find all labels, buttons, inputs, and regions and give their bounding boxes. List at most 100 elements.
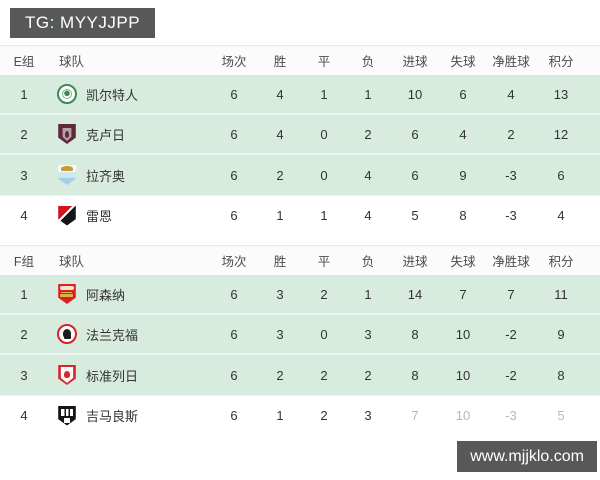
stat-goals-against: 10 bbox=[455, 408, 471, 423]
stat-goals-against: 10 bbox=[455, 367, 471, 383]
stat-win: 1 bbox=[276, 408, 284, 423]
table-row-guimaraes[interactable]: 4 吉马良斯 6 1 2 3 7 10 -3 5 bbox=[0, 395, 600, 435]
col-goal-diff: 净胜球 bbox=[492, 55, 530, 69]
stat-goal-diff: -3 bbox=[505, 167, 517, 183]
arsenal-crest-icon bbox=[58, 284, 76, 304]
stat-points: 11 bbox=[554, 286, 568, 302]
stat-win: 4 bbox=[276, 126, 284, 142]
col-win: 胜 bbox=[273, 255, 287, 269]
col-team: 球队 bbox=[59, 55, 85, 69]
stat-goals-for: 7 bbox=[411, 408, 419, 423]
website-watermark-badge: www.mjjklo.com bbox=[457, 441, 597, 472]
group-e-label: E组 bbox=[13, 55, 35, 69]
col-draw: 平 bbox=[317, 55, 331, 69]
stat-goal-diff: -3 bbox=[505, 408, 517, 423]
table-row-cluj[interactable]: 2 克卢日 6 4 0 2 6 4 2 12 bbox=[0, 115, 600, 155]
stat-goals-against: 8 bbox=[459, 208, 467, 223]
stat-loss: 1 bbox=[364, 86, 372, 102]
group-f-header-row: F组 球队 场次 胜 平 负 进球 失球 净胜球 积分 bbox=[0, 245, 600, 275]
stat-points: 6 bbox=[557, 167, 565, 183]
col-goals-against: 失球 bbox=[450, 255, 476, 269]
stat-loss: 1 bbox=[364, 286, 372, 302]
stat-win: 3 bbox=[276, 286, 284, 302]
stat-goals-for: 10 bbox=[407, 86, 423, 102]
stat-goals-for: 8 bbox=[411, 326, 419, 342]
stat-points: 12 bbox=[553, 126, 569, 142]
stat-draw: 2 bbox=[320, 408, 328, 423]
stat-draw: 1 bbox=[320, 86, 328, 102]
tg-handle-badge: TG: MYYJJPP bbox=[10, 8, 156, 38]
table-row-lazio[interactable]: 3 拉齐奥 6 2 0 4 6 9 -3 6 bbox=[0, 155, 600, 195]
stat-goal-diff: -3 bbox=[505, 208, 517, 223]
stat-points: 13 bbox=[553, 86, 569, 102]
stat-loss: 2 bbox=[364, 367, 372, 383]
table-row-celtic[interactable]: 1 凯尔特人 6 4 1 1 10 6 4 13 bbox=[0, 75, 600, 115]
stat-goals-against: 4 bbox=[459, 126, 467, 142]
group-tables: E组 球队 场次 胜 平 负 进球 失球 净胜球 积分 1 凯尔特人 6 4 1 bbox=[0, 45, 600, 435]
stat-win: 2 bbox=[276, 367, 284, 383]
stat-goals-for: 6 bbox=[411, 167, 419, 183]
team-name: 雷恩 bbox=[86, 209, 113, 224]
col-points: 积分 bbox=[548, 55, 574, 69]
col-team: 球队 bbox=[59, 255, 85, 269]
rank-cell: 2 bbox=[20, 126, 28, 142]
stat-points: 4 bbox=[557, 208, 565, 223]
stat-goals-against: 9 bbox=[459, 167, 467, 183]
col-points: 积分 bbox=[548, 255, 574, 269]
stat-loss: 3 bbox=[364, 408, 372, 423]
stat-draw: 0 bbox=[320, 167, 328, 183]
col-goals-for: 进球 bbox=[402, 255, 428, 269]
stat-played: 6 bbox=[230, 86, 238, 102]
table-row-arsenal[interactable]: 1 阿森纳 6 3 2 1 14 7 7 11 bbox=[0, 275, 600, 315]
cluj-crest-icon bbox=[58, 124, 76, 144]
guimaraes-crest-icon bbox=[58, 405, 76, 426]
rank-cell: 3 bbox=[20, 367, 28, 383]
table-row-rennes[interactable]: 4 雷恩 6 1 1 4 5 8 -3 4 bbox=[0, 195, 600, 235]
celtic-crest-icon bbox=[57, 84, 77, 104]
col-goals-against: 失球 bbox=[450, 55, 476, 69]
col-played: 场次 bbox=[221, 55, 247, 69]
stat-points: 9 bbox=[557, 326, 565, 342]
stat-played: 6 bbox=[230, 408, 238, 423]
team-name: 拉齐奥 bbox=[86, 168, 126, 184]
table-row-frankfurt[interactable]: 2 法兰克福 6 3 0 3 8 10 -2 9 bbox=[0, 315, 600, 355]
col-goals-for: 进球 bbox=[402, 55, 428, 69]
rank-cell: 4 bbox=[20, 208, 28, 223]
col-loss: 负 bbox=[361, 255, 375, 269]
stat-draw: 2 bbox=[320, 286, 328, 302]
stat-points: 8 bbox=[557, 367, 565, 383]
stat-played: 6 bbox=[230, 367, 238, 383]
team-name: 凯尔特人 bbox=[86, 87, 139, 103]
col-win: 胜 bbox=[273, 55, 287, 69]
stat-points: 5 bbox=[557, 408, 565, 423]
stat-goals-against: 7 bbox=[459, 286, 467, 302]
stat-loss: 3 bbox=[364, 326, 372, 342]
team-name: 法兰克福 bbox=[86, 327, 139, 343]
col-loss: 负 bbox=[361, 55, 375, 69]
group-f-label: F组 bbox=[13, 255, 35, 269]
stat-win: 4 bbox=[276, 86, 284, 102]
col-goal-diff: 净胜球 bbox=[492, 255, 530, 269]
rank-cell: 4 bbox=[20, 408, 28, 423]
stat-goal-diff: -2 bbox=[505, 326, 517, 342]
lazio-crest-icon bbox=[58, 165, 76, 185]
rank-cell: 1 bbox=[20, 286, 28, 302]
stat-loss: 4 bbox=[364, 167, 372, 183]
table-row-standard-liege[interactable]: 3 标准列日 6 2 2 2 8 10 -2 8 bbox=[0, 355, 600, 395]
stat-goal-diff: 7 bbox=[507, 286, 515, 302]
stat-played: 6 bbox=[230, 126, 238, 142]
group-e-header-row: E组 球队 场次 胜 平 负 进球 失球 净胜球 积分 bbox=[0, 45, 600, 75]
stat-loss: 4 bbox=[364, 208, 372, 223]
stat-win: 3 bbox=[276, 326, 284, 342]
stat-played: 6 bbox=[230, 167, 238, 183]
team-name: 吉马良斯 bbox=[86, 409, 139, 424]
table-gap bbox=[0, 235, 600, 245]
stat-played: 6 bbox=[230, 326, 238, 342]
stat-goals-for: 8 bbox=[411, 367, 419, 383]
stat-draw: 1 bbox=[320, 208, 328, 223]
stat-loss: 2 bbox=[364, 126, 372, 142]
stat-played: 6 bbox=[230, 286, 238, 302]
stat-goal-diff: -2 bbox=[505, 367, 517, 383]
team-name: 克卢日 bbox=[86, 127, 126, 143]
